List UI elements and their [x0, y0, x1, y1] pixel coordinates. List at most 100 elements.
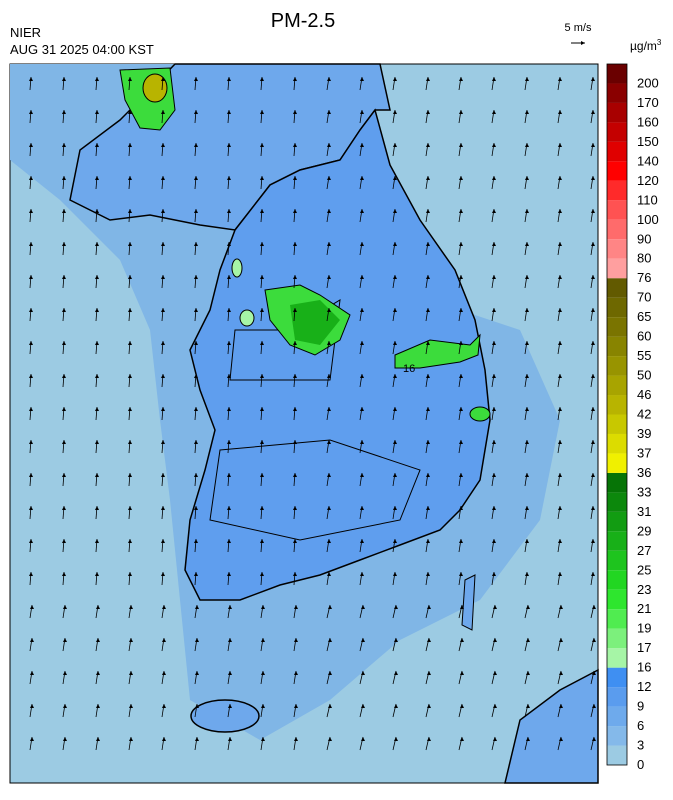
wind-arrowhead — [492, 110, 496, 114]
colorbar-label: 33 — [637, 484, 651, 499]
wind-arrowhead — [360, 374, 364, 378]
wind-arrowhead — [95, 473, 99, 477]
wind-arrowhead — [228, 704, 232, 708]
wind-arrowhead — [360, 440, 364, 444]
wind-arrowhead — [260, 374, 264, 378]
wind-arrowhead — [492, 341, 496, 345]
wind-arrowhead — [194, 209, 198, 213]
source: NIER — [10, 25, 41, 40]
wind-arrowhead — [161, 275, 165, 279]
wind-arrowhead — [360, 242, 364, 246]
wind-arrowhead — [492, 77, 496, 81]
wind-arrowhead — [592, 605, 596, 609]
colorbar-cell — [607, 687, 627, 707]
wind-arrowhead — [492, 275, 496, 279]
wind-arrowhead — [393, 77, 397, 81]
colorbar-label: 100 — [637, 212, 659, 227]
wind-arrowhead — [29, 572, 33, 576]
wind-arrowhead — [327, 572, 331, 576]
wind-arrowhead — [29, 506, 33, 510]
wind-arrowhead — [95, 209, 99, 213]
wind-arrowhead — [194, 440, 198, 444]
wind-arrowhead — [162, 704, 166, 708]
wind-arrowhead — [591, 209, 595, 213]
wind-arrowhead — [227, 242, 231, 246]
wind-arrowhead — [393, 341, 397, 345]
wind-arrowhead — [261, 704, 265, 708]
wind-arrowhead — [194, 176, 198, 180]
wind-arrowhead — [260, 473, 264, 477]
pm-patch — [394, 333, 481, 369]
colorbar-cell — [607, 258, 627, 279]
wind-arrowhead — [558, 110, 562, 114]
wind-arrowhead — [293, 539, 297, 543]
wind-arrowhead — [260, 176, 264, 180]
colorbar-cell — [607, 64, 627, 84]
wind-arrowhead — [194, 572, 198, 576]
colorbar-cell — [607, 122, 627, 142]
colorbar-cell — [607, 395, 627, 415]
wind-arrowhead — [227, 143, 231, 147]
wind-arrowhead — [492, 176, 496, 180]
wind-arrowhead — [427, 737, 431, 741]
wind-arrowhead — [161, 341, 165, 345]
colorbar-label: 110 — [637, 192, 658, 207]
wind-arrowhead — [558, 407, 562, 411]
wind-arrowhead — [327, 308, 331, 312]
wind-arrowhead — [128, 440, 132, 444]
wind-arrowhead — [260, 341, 264, 345]
wind-arrowhead — [194, 308, 198, 312]
wind-arrowhead — [591, 242, 595, 246]
colorbar-label: 170 — [637, 95, 659, 110]
colorbar-cell — [607, 492, 627, 512]
wind-arrowhead — [327, 275, 331, 279]
wind-arrowhead — [162, 605, 166, 609]
wind-arrowhead — [293, 407, 297, 411]
wind-arrowhead — [558, 572, 562, 576]
wind-arrowhead — [426, 341, 430, 345]
wind-arrowhead — [525, 407, 529, 411]
wind-arrowhead — [426, 407, 430, 411]
wind-arrowhead — [293, 143, 297, 147]
wind-arrowhead — [293, 176, 297, 180]
colorbar-cell — [607, 472, 627, 493]
wind-arrowhead — [29, 143, 33, 147]
wind-arrowhead — [526, 638, 530, 642]
wind-arrowhead — [558, 242, 562, 246]
colorbar-cell — [607, 141, 627, 162]
wind-arrowhead — [30, 638, 34, 642]
wind-arrowhead — [394, 737, 398, 741]
pm-patch — [469, 406, 491, 422]
wind-arrowhead — [227, 110, 231, 114]
wind-arrowhead — [426, 77, 430, 81]
wind-arrowhead — [360, 341, 364, 345]
colorbar-cell — [607, 414, 627, 434]
colorbar-cell — [607, 200, 627, 220]
wind-arrowhead — [360, 407, 364, 411]
wind-arrowhead — [361, 671, 365, 675]
wind-arrowhead — [327, 110, 331, 114]
wind-arrowhead — [526, 605, 530, 609]
wind-arrowhead — [95, 143, 99, 147]
wind-arrowhead — [558, 209, 562, 213]
wind-arrowhead — [294, 704, 298, 708]
legend-unit: µg/m3 — [630, 38, 662, 53]
wind-arrowhead — [128, 308, 132, 312]
wind-arrowhead — [459, 110, 463, 114]
colorbar-cell — [607, 297, 627, 318]
wind-arrowhead — [591, 176, 595, 180]
wind-arrowhead — [161, 374, 165, 378]
wind-arrowhead — [525, 374, 529, 378]
wind-arrowhead — [95, 407, 99, 411]
wind-arrowhead — [62, 440, 66, 444]
wind-arrowhead — [95, 77, 99, 81]
wind-arrowhead — [227, 473, 231, 477]
wind-arrowhead — [260, 539, 264, 543]
wind-arrowhead — [327, 242, 331, 246]
colorbar-label: 21 — [637, 601, 651, 616]
wind-arrowhead — [393, 407, 397, 411]
colorbar-label: 65 — [637, 309, 651, 324]
wind-arrowhead — [29, 407, 33, 411]
wind-arrowhead — [393, 110, 397, 114]
